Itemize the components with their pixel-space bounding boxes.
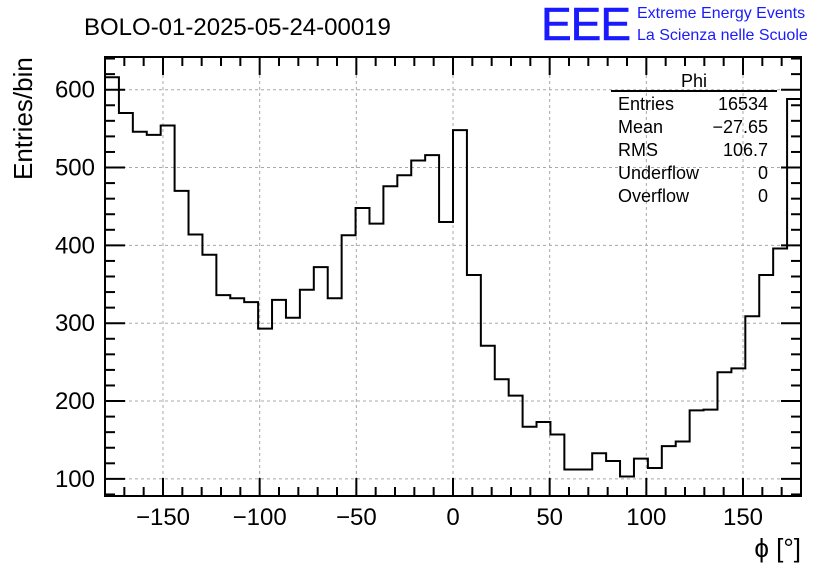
y-tick-label: 100 (55, 466, 95, 493)
run-title: BOLO-01-2025-05-24-00019 (84, 14, 391, 41)
axis-ticks (105, 57, 801, 496)
x-tick-label: −100 (233, 504, 287, 531)
y-tick-label: 200 (55, 388, 95, 415)
x-tick-label: 0 (446, 504, 459, 531)
stats-row-label: RMS (618, 140, 658, 160)
x-tick-label: 50 (536, 504, 563, 531)
y-tick-label: 600 (55, 77, 95, 104)
stats-row-label: Mean (618, 117, 663, 137)
stats-row-label: Entries (618, 94, 674, 114)
statistics-box: Phi Entries 16534 Mean −27.65 RMS 106.7 Underf… (611, 71, 777, 206)
x-axis-label: ϕ [°] (754, 533, 801, 563)
tick-labels: −150 −100 −50 0 50 100 150 100 200 300 400 500 600 (55, 77, 763, 531)
stats-box-title: Phi (681, 71, 707, 91)
y-axis-label: Entries/bin (8, 57, 38, 180)
x-tick-label: −150 (136, 504, 190, 531)
histogram-series-line (105, 76, 801, 478)
stats-row-label: Underflow (618, 163, 700, 183)
project-name-line1: Extreme Energy Events (637, 5, 805, 22)
project-name-line2: La Scienza nelle Scuole (637, 27, 808, 44)
stats-row-value: 0 (758, 163, 768, 183)
y-tick-label: 400 (55, 232, 95, 259)
stats-row-value: 0 (758, 186, 768, 206)
stats-row-value: 16534 (718, 94, 768, 114)
stats-row-label: Overflow (618, 186, 690, 206)
x-tick-label: −50 (336, 504, 377, 531)
stats-rows: Entries 16534 Mean −27.65 RMS 106.7 Underflow 0… (618, 94, 768, 206)
y-tick-label: 500 (55, 155, 95, 182)
stats-row-value: 106.7 (723, 140, 768, 160)
x-tick-label: 100 (626, 504, 666, 531)
x-tick-label: 150 (723, 504, 763, 531)
stats-row-value: −27.65 (712, 117, 768, 137)
eee-logo: EEE (541, 0, 630, 50)
y-tick-label: 300 (55, 310, 95, 337)
